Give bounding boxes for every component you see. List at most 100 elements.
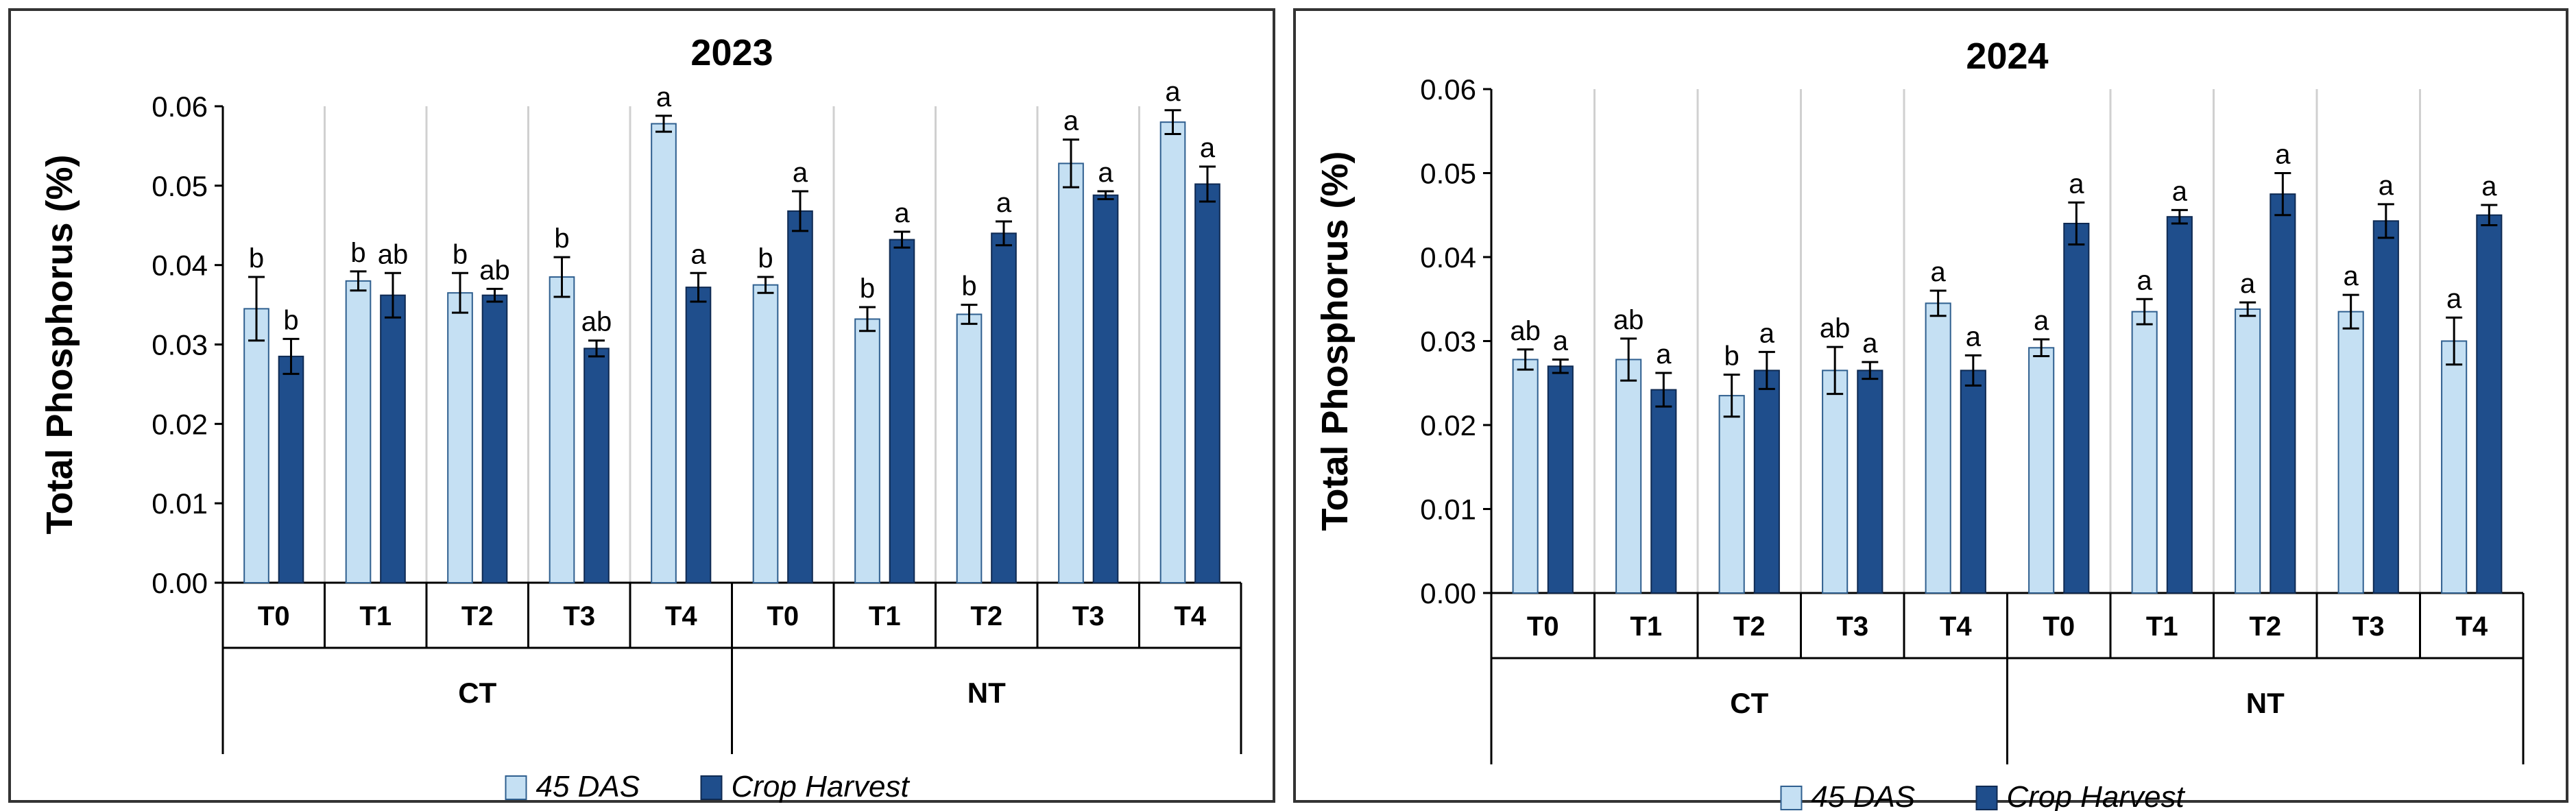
category-label: T1 — [1630, 612, 1662, 642]
bar-das — [2441, 340, 2468, 594]
bar-harvest — [1650, 389, 1677, 594]
y-tick-label: 0.06 — [1420, 73, 1476, 106]
significance-label: a — [2379, 171, 2394, 201]
category-label: T3 — [563, 601, 595, 631]
bar-harvest — [1960, 370, 1986, 594]
bar-harvest — [787, 210, 813, 583]
bar-harvest — [889, 239, 915, 583]
category-label: T0 — [767, 601, 799, 631]
legend-swatch-harvest — [700, 775, 723, 800]
significance-label: ab — [581, 307, 612, 337]
bar-harvest — [2270, 193, 2296, 594]
bar-das — [1058, 162, 1084, 583]
category-label: T3 — [2352, 612, 2385, 642]
bar-harvest — [1547, 365, 1574, 594]
legend-swatch-das — [505, 775, 527, 800]
significance-label: ab — [1510, 316, 1541, 346]
y-axis-title: Total Phosphorus (%) — [1314, 152, 1356, 531]
bar-das — [854, 318, 880, 583]
y-tick-label: 0.05 — [152, 170, 208, 202]
bar-das — [2131, 311, 2158, 594]
bar-das — [345, 280, 372, 583]
significance-label: a — [2137, 265, 2153, 295]
significance-label: a — [1063, 106, 1079, 136]
group-label: NT — [967, 677, 1006, 709]
bar-das — [1718, 395, 1745, 594]
significance-label: b — [554, 223, 569, 254]
category-label: T4 — [1940, 612, 1972, 642]
category-label: T3 — [1836, 612, 1868, 642]
bar-harvest — [583, 348, 610, 583]
y-tick-label: 0.05 — [1420, 158, 1476, 190]
legend-label: Crop Harvest — [2007, 780, 2186, 811]
legend-label: 45 DAS — [536, 770, 640, 803]
legend-swatch-das — [1780, 786, 1803, 810]
bar-das — [956, 313, 983, 583]
category-label: T1 — [359, 601, 392, 631]
significance-label: a — [1966, 322, 1982, 352]
group-label: CT — [1730, 687, 1768, 719]
significance-label: a — [2446, 284, 2462, 314]
bar-das — [2028, 347, 2055, 594]
bar-harvest — [2063, 223, 2090, 594]
significance-label: a — [2069, 169, 2084, 199]
bar-harvest — [685, 287, 712, 583]
significance-label: ab — [1613, 305, 1644, 335]
y-tick-label: 0.03 — [152, 329, 208, 361]
significance-label: a — [1098, 158, 1114, 188]
chart-title: 2024 — [1966, 36, 2048, 77]
significance-label: a — [2034, 306, 2049, 336]
significance-label: a — [656, 82, 672, 112]
bar-das — [1159, 121, 1186, 583]
significance-label: a — [1759, 318, 1775, 348]
significance-label: a — [690, 239, 706, 269]
significance-label: b — [1724, 341, 1740, 372]
significance-label: a — [1656, 339, 1672, 370]
bar-das — [1822, 370, 1849, 594]
y-tick-label: 0.02 — [1420, 409, 1476, 441]
bar-harvest — [1092, 194, 1119, 583]
legend-swatch-harvest — [1975, 786, 1998, 810]
bar-das — [1615, 359, 1642, 594]
bar-das — [549, 276, 575, 583]
category-label: T3 — [1072, 601, 1105, 631]
bar-harvest — [481, 294, 508, 583]
significance-label: a — [2172, 176, 2188, 206]
bar-harvest — [1753, 370, 1780, 594]
y-tick-label: 0.01 — [152, 487, 208, 520]
significance-label: b — [453, 239, 468, 269]
significance-label: a — [1862, 328, 1878, 359]
chart-panel-2024: 2024 Total Phosphorus (%) 0.00 0.01 0.02 0.03… — [1293, 8, 2568, 811]
category-label: T0 — [1527, 612, 1559, 642]
category-label: T2 — [970, 601, 1002, 631]
bar-harvest — [2372, 220, 2399, 594]
legend-label: Crop Harvest — [732, 770, 911, 803]
significance-label: a — [1165, 77, 1181, 107]
category-label: T2 — [1733, 612, 1766, 642]
significance-label: ab — [1820, 313, 1851, 343]
y-tick-label: 0.04 — [1420, 241, 1476, 274]
significance-label: b — [249, 243, 264, 274]
category-label: T4 — [1174, 601, 1206, 631]
significance-label: b — [283, 305, 298, 335]
bar-das — [651, 123, 677, 583]
significance-label: b — [758, 243, 773, 274]
bar-harvest — [2476, 214, 2503, 594]
category-label: T2 — [461, 601, 494, 631]
bar-das — [447, 292, 473, 583]
y-tick-label: 0.01 — [1420, 494, 1476, 526]
category-label: T0 — [2043, 612, 2075, 642]
significance-label: ab — [479, 255, 510, 285]
group-label: NT — [2246, 687, 2285, 719]
significance-label: a — [2344, 261, 2359, 291]
category-label: T2 — [2249, 612, 2281, 642]
bar-harvest — [1194, 183, 1220, 583]
category-label: T0 — [258, 601, 290, 631]
bar-harvest — [2166, 216, 2193, 594]
category-label: T1 — [2146, 612, 2178, 642]
chart-frame — [8, 8, 1275, 803]
significance-label: b — [860, 274, 875, 304]
bar-das — [1512, 359, 1539, 594]
significance-label: a — [996, 188, 1012, 218]
